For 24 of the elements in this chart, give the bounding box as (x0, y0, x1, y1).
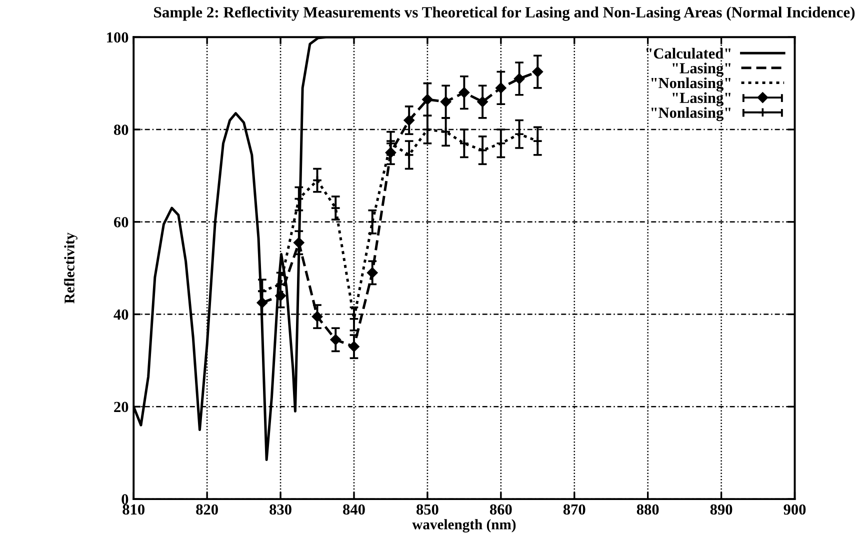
legend-label: "Nonlasing" (651, 107, 730, 122)
y-tick-label: 80 (114, 124, 128, 135)
y-tick-label: 20 (114, 402, 128, 412)
y-tick-label: 100 (107, 32, 128, 43)
legend-label: "Lasing" (672, 62, 730, 77)
x-tick-label: 890 (710, 504, 732, 515)
x-tick-label: 870 (563, 504, 586, 515)
legend-label: "Lasing" (672, 92, 730, 106)
x-tick-label: 820 (196, 504, 218, 515)
y-axis-title: Reflectivity (64, 232, 78, 304)
legend-label: "Nonlasing" (651, 77, 730, 92)
x-tick-label: 840 (343, 504, 365, 515)
chart-title: Sample 2: Reflectivity Measurements vs Theoretical for Lasing and Non-Lasing Areas (Normal Incidence) (154, 6, 855, 21)
x-tick-label: 850 (416, 504, 438, 515)
x-tick-label: 880 (636, 504, 659, 515)
x-tick-label: 830 (270, 504, 292, 515)
y-tick-label: 60 (114, 217, 128, 228)
x-tick-label: 900 (784, 504, 806, 515)
x-tick-label: 860 (490, 504, 512, 515)
legend-label: "Calculated" (646, 48, 730, 59)
y-tick-label: 40 (114, 309, 128, 320)
y-tick-label: 0 (122, 494, 128, 504)
x-axis-title: wavelength (nm) (412, 519, 516, 532)
x-tick-label: 810 (122, 504, 144, 515)
